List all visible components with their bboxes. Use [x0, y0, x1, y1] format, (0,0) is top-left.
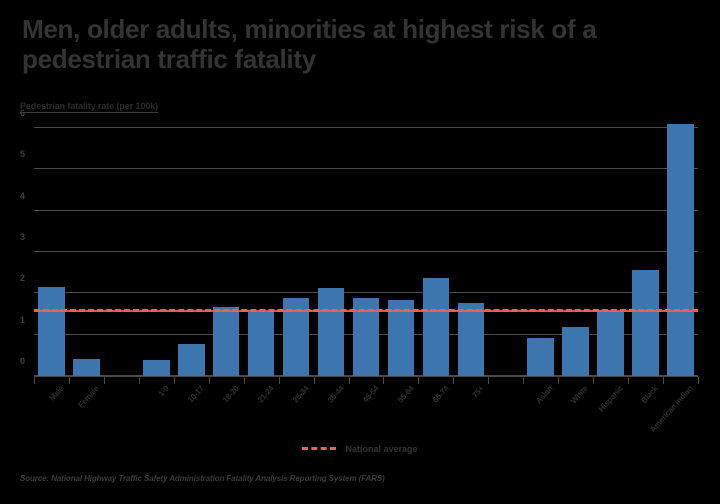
bar[interactable] [457, 302, 485, 376]
bar-slot [174, 128, 209, 376]
bar[interactable] [422, 278, 450, 376]
bar[interactable] [387, 299, 415, 376]
legend-label: National average [345, 443, 418, 454]
dashed-line-icon [302, 447, 337, 451]
x-axis-label: 18-20 [220, 384, 241, 405]
bar-slot [209, 128, 244, 376]
gridline [34, 292, 698, 294]
bar-slot [139, 128, 174, 376]
x-axis-tick [453, 377, 455, 384]
bar[interactable] [667, 123, 694, 376]
x-axis-tick [313, 377, 315, 384]
bar-slot [314, 128, 349, 376]
bar[interactable] [317, 287, 345, 376]
bar-slot [383, 128, 418, 376]
x-axis-label: Female [76, 384, 101, 410]
x-axis-tick [593, 377, 595, 384]
x-axis-tick [558, 377, 560, 384]
x-axis-tick [278, 377, 280, 384]
bar[interactable] [247, 311, 275, 376]
bar-series [34, 123, 698, 376]
bar[interactable] [212, 306, 240, 376]
source-note: Source: National Highway Traffic Safety … [20, 474, 385, 483]
x-axis-label: 10-17 [185, 384, 206, 405]
x-axis-tick [348, 377, 350, 384]
bar[interactable] [143, 360, 170, 376]
x-axis-label: 25-34 [290, 384, 311, 405]
bar-slot [628, 128, 663, 376]
x-axis-label: 75+ [469, 384, 486, 400]
gridline [34, 251, 698, 252]
x-axis-ticks [34, 377, 699, 385]
x-axis-label: 65-74 [430, 384, 451, 405]
x-axis-tick [243, 377, 245, 384]
y-axis-tick-label: 3 [20, 232, 26, 242]
x-axis-tick [628, 377, 630, 384]
x-axis-label: Black [639, 384, 660, 406]
x-axis-label: 1-9 [156, 384, 171, 399]
page-title: Men, older adults, minorities at highest… [22, 14, 597, 74]
bar-slot [558, 128, 593, 376]
y-axis-tick-label: 6 [20, 108, 26, 118]
bar[interactable] [177, 344, 205, 376]
x-axis-label: 55-64 [395, 384, 416, 405]
bar-slot-empty [104, 128, 139, 376]
x-axis-label: Hispanic [597, 384, 626, 414]
x-axis-label: Asian [534, 384, 556, 406]
bar-slot [279, 128, 314, 376]
x-axis-label: 35-44 [325, 384, 346, 405]
bar-slot [34, 128, 69, 376]
bar-slot [349, 128, 384, 376]
bar-slot [593, 128, 628, 376]
x-axis-label: Male [47, 384, 66, 403]
x-axis-tick [173, 377, 175, 384]
y-axis-tick-label: 2 [20, 273, 26, 284]
x-axis-tick [138, 377, 140, 384]
x-axis-tick [383, 377, 385, 384]
bar[interactable] [632, 269, 659, 376]
bar-slot [523, 128, 558, 376]
y-axis-tick-label: 5 [20, 149, 26, 160]
x-axis-tick [698, 377, 699, 384]
x-axis-label: White [569, 384, 591, 406]
bar[interactable] [597, 311, 624, 376]
gridline [34, 168, 698, 170]
x-axis-label: 45-54 [360, 384, 381, 405]
bar-slot [453, 128, 488, 376]
x-axis-line [34, 376, 698, 377]
bar[interactable] [38, 287, 65, 376]
x-axis-labels: Male Female 1-9 10-17 18-20 21-24 25-34 35-44 45… [34, 384, 698, 444]
x-axis-tick [103, 377, 105, 384]
bar-slot [663, 123, 698, 376]
gridline [34, 209, 698, 211]
plot-area: 0 1 2 3 4 5 6 [20, 108, 698, 376]
y-axis-tick-label: 0 [20, 356, 26, 366]
national-average-line [34, 308, 698, 312]
bar[interactable] [73, 358, 100, 376]
gridline [34, 127, 698, 128]
x-axis-tick [663, 377, 665, 384]
legend-item-national-average: National average [302, 443, 418, 454]
chart-subtitle: Pedestrian fatality rate (per 100k) [20, 101, 159, 113]
bar-slot-empty [488, 128, 523, 376]
x-axis-tick [34, 377, 35, 384]
x-axis-tick [68, 377, 70, 384]
x-axis-label: 21-24 [255, 384, 276, 405]
x-axis-tick [488, 377, 490, 384]
y-axis-tick-label: 4 [20, 190, 26, 201]
bar-slot [69, 128, 104, 376]
y-axis-tick-label: 1 [20, 314, 26, 325]
bar-slot [418, 128, 453, 376]
x-axis-tick [523, 377, 525, 384]
bar[interactable] [562, 327, 589, 376]
x-axis-tick [418, 377, 420, 384]
chart-legend: National average [0, 443, 720, 454]
bar[interactable] [527, 337, 554, 376]
bar-slot [244, 128, 279, 376]
x-axis-tick [208, 377, 210, 384]
